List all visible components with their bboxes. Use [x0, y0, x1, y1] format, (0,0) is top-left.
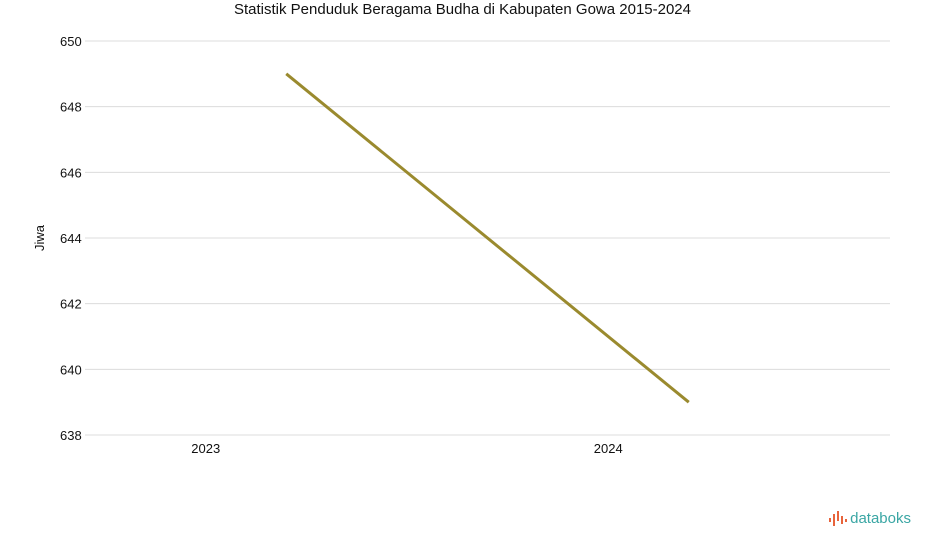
- series-line[interactable]: [285, 72, 690, 404]
- y-tick-labels: 638 640 642 644 646 648 650: [60, 34, 82, 443]
- y-tick-label: 644: [60, 231, 82, 246]
- series-layer: [285, 72, 690, 404]
- x-tick-label: 2024: [594, 441, 623, 456]
- y-tick-label: 646: [60, 165, 82, 180]
- x-tick-label: 2023: [191, 441, 220, 456]
- y-tick-label: 642: [60, 297, 82, 312]
- y-tick-label: 640: [60, 362, 82, 377]
- y-tick-label: 638: [60, 428, 82, 443]
- y-tick-label: 650: [60, 34, 82, 49]
- databoks-logo[interactable]: databoks: [829, 510, 911, 527]
- y-tick-label: 648: [60, 100, 82, 115]
- x-tick-labels: 2023 2024: [191, 441, 622, 456]
- chart-title: Statistik Penduduk Beragama Budha di Kab…: [234, 1, 691, 18]
- y-axis-title: Jiwa: [32, 224, 47, 251]
- databoks-logo-icon: [829, 510, 848, 526]
- databoks-logo-text: databoks: [850, 510, 911, 527]
